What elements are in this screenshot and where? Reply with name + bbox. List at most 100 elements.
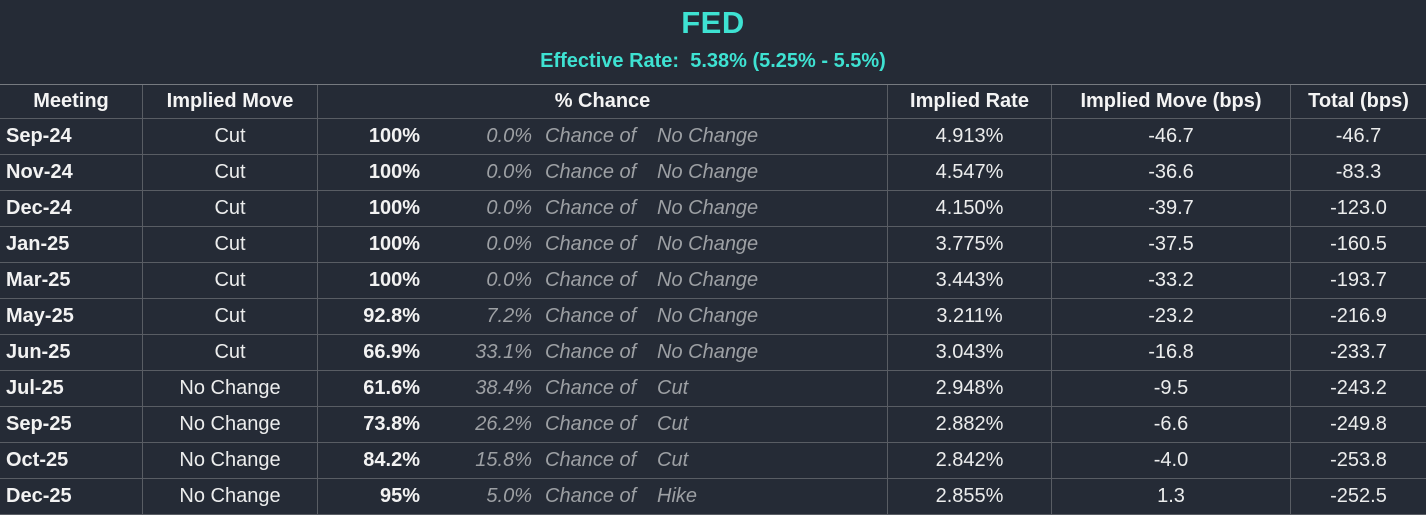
implied-move-bps-cell: -23.2 xyxy=(1051,299,1290,334)
implied-move-cell: Cut xyxy=(142,263,317,298)
chance-outcome: No Change xyxy=(657,197,759,219)
implied-move-cell: No Change xyxy=(142,407,317,442)
table-row: Dec-25 No Change 95% 5.0% Chance of Hike… xyxy=(0,479,1426,515)
pct-main: 100% xyxy=(368,197,420,219)
meeting-cell: Sep-24 xyxy=(6,125,72,147)
pct-main: 92.8% xyxy=(363,305,420,327)
chance-outcome: No Change xyxy=(657,125,759,147)
chance-outcome: No Change xyxy=(657,305,759,327)
total-bps-cell: -243.2 xyxy=(1290,371,1426,406)
pct-secondary: 7.2% xyxy=(486,305,532,327)
pct-secondary: 5.0% xyxy=(486,485,532,507)
implied-rate-cell: 3.043% xyxy=(887,335,1051,370)
chance-label: Chance of xyxy=(545,269,637,291)
implied-move-cell: Cut xyxy=(142,119,317,154)
total-bps-cell: -249.8 xyxy=(1290,407,1426,442)
chance-label: Chance of xyxy=(545,161,637,183)
pct-main: 66.9% xyxy=(363,341,420,363)
implied-move-bps-cell: -37.5 xyxy=(1051,227,1290,262)
chance-label: Chance of xyxy=(545,125,637,147)
meeting-cell: Mar-25 xyxy=(6,269,71,291)
chance-label: Chance of xyxy=(545,413,637,435)
column-header-row: Meeting Implied Move % Chance Implied Ra… xyxy=(0,85,1426,119)
chance-outcome: Cut xyxy=(657,377,689,399)
chance-cell: 100% 0.0% Chance of No Change xyxy=(317,155,887,190)
chance-cell: 100% 0.0% Chance of No Change xyxy=(317,191,887,226)
implied-move-cell: No Change xyxy=(142,371,317,406)
meeting-cell: Jul-25 xyxy=(6,377,64,399)
implied-move-cell: Cut xyxy=(142,155,317,190)
implied-move-bps-cell: -39.7 xyxy=(1051,191,1290,226)
effective-rate-subtitle: Effective Rate: 5.38% (5.25% - 5.5%) xyxy=(540,50,886,72)
implied-move-bps-cell: -9.5 xyxy=(1051,371,1290,406)
implied-rate-cell: 3.211% xyxy=(887,299,1051,334)
chance-outcome: Cut xyxy=(657,413,689,435)
table-row: Jun-25 Cut 66.9% 33.1% Chance of No Chan… xyxy=(0,335,1426,371)
pct-main: 100% xyxy=(368,161,420,183)
pct-main: 84.2% xyxy=(363,449,420,471)
chance-label: Chance of xyxy=(545,197,637,219)
total-bps-cell: -216.9 xyxy=(1290,299,1426,334)
pct-secondary: 15.8% xyxy=(475,449,532,471)
chance-outcome: No Change xyxy=(657,161,759,183)
chance-outcome: No Change xyxy=(657,341,759,363)
chance-label: Chance of xyxy=(545,485,637,507)
implied-move-cell: Cut xyxy=(142,335,317,370)
pct-main: 100% xyxy=(368,233,420,255)
pct-secondary: 26.2% xyxy=(475,413,532,435)
col-header-total-bps: Total (bps) xyxy=(1290,85,1426,118)
total-bps-cell: -193.7 xyxy=(1290,263,1426,298)
chance-outcome: No Change xyxy=(657,269,759,291)
col-header-implied-move-bps: Implied Move (bps) xyxy=(1051,85,1290,118)
table-row: Jan-25 Cut 100% 0.0% Chance of No Change… xyxy=(0,227,1426,263)
table-body: Sep-24 Cut 100% 0.0% Chance of No Change… xyxy=(0,119,1426,515)
chance-outcome: Hike xyxy=(657,485,698,507)
implied-move-cell: Cut xyxy=(142,227,317,262)
implied-move-bps-cell: -33.2 xyxy=(1051,263,1290,298)
chance-label: Chance of xyxy=(545,305,637,327)
meeting-cell: Nov-24 xyxy=(6,161,73,183)
pct-secondary: 33.1% xyxy=(475,341,532,363)
meeting-cell: Oct-25 xyxy=(6,449,69,471)
total-bps-cell: -233.7 xyxy=(1290,335,1426,370)
implied-move-bps-cell: -46.7 xyxy=(1051,119,1290,154)
chance-label: Chance of xyxy=(545,449,637,471)
meeting-cell: Sep-25 xyxy=(6,413,72,435)
implied-rate-cell: 2.855% xyxy=(887,479,1051,514)
implied-move-bps-cell: -36.6 xyxy=(1051,155,1290,190)
total-bps-cell: -46.7 xyxy=(1290,119,1426,154)
pct-main: 61.6% xyxy=(363,377,420,399)
table-row: Mar-25 Cut 100% 0.0% Chance of No Change… xyxy=(0,263,1426,299)
pct-secondary: 0.0% xyxy=(486,161,532,183)
implied-move-bps-cell: -4.0 xyxy=(1051,443,1290,478)
chance-cell: 100% 0.0% Chance of No Change xyxy=(317,119,887,154)
total-bps-cell: -253.8 xyxy=(1290,443,1426,478)
table-row: Dec-24 Cut 100% 0.0% Chance of No Change… xyxy=(0,191,1426,227)
chance-cell: 100% 0.0% Chance of No Change xyxy=(317,227,887,262)
implied-rate-cell: 4.547% xyxy=(887,155,1051,190)
chance-label: Chance of xyxy=(545,233,637,255)
pct-secondary: 0.0% xyxy=(486,233,532,255)
implied-rate-cell: 2.842% xyxy=(887,443,1051,478)
total-bps-cell: -160.5 xyxy=(1290,227,1426,262)
chance-cell: 73.8% 26.2% Chance of Cut xyxy=(317,407,887,442)
fed-rate-table: Meeting Implied Move % Chance Implied Ra… xyxy=(0,84,1426,515)
meeting-cell: Jun-25 xyxy=(6,341,71,363)
implied-move-bps-cell: 1.3 xyxy=(1051,479,1290,514)
table-header-area: FED Effective Rate: 5.38% (5.25% - 5.5%) xyxy=(0,0,1426,84)
implied-move-cell: Cut xyxy=(142,299,317,334)
chance-label: Chance of xyxy=(545,341,637,363)
pct-secondary: 0.0% xyxy=(486,197,532,219)
implied-move-bps-cell: -6.6 xyxy=(1051,407,1290,442)
chance-cell: 66.9% 33.1% Chance of No Change xyxy=(317,335,887,370)
pct-secondary: 38.4% xyxy=(475,377,532,399)
implied-move-cell: No Change xyxy=(142,479,317,514)
table-row: May-25 Cut 92.8% 7.2% Chance of No Chang… xyxy=(0,299,1426,335)
pct-main: 100% xyxy=(368,269,420,291)
table-row: Jul-25 No Change 61.6% 38.4% Chance of C… xyxy=(0,371,1426,407)
table-row: Sep-24 Cut 100% 0.0% Chance of No Change… xyxy=(0,119,1426,155)
col-header-implied-move: Implied Move xyxy=(142,85,317,118)
pct-main: 73.8% xyxy=(363,413,420,435)
implied-move-cell: Cut xyxy=(142,191,317,226)
table-row: Nov-24 Cut 100% 0.0% Chance of No Change… xyxy=(0,155,1426,191)
